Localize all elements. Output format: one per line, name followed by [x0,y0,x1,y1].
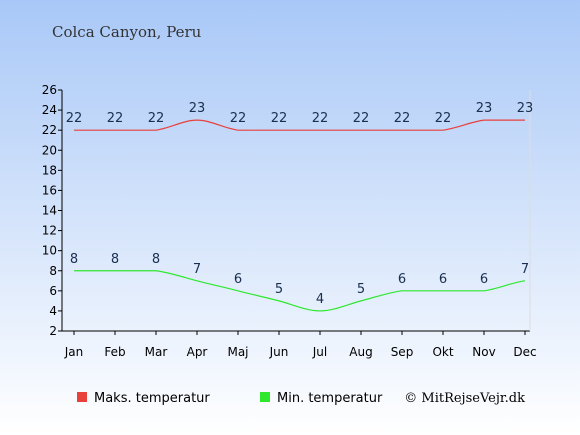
data-label-max: 23 [517,101,534,116]
data-labels: 22 22 22 23 22 22 22 22 22 22 23 23 8 8 8 7 6 5 4 5 6 6 6 7 [66,101,534,307]
data-label-max: 22 [435,111,452,126]
x-tick-label: Jun [269,345,289,359]
data-label-min: 6 [234,272,242,287]
y-tick-label: 12 [42,224,57,238]
y-tick-label: 20 [42,143,57,157]
data-label-max: 22 [312,111,329,126]
chart-title: Colca Canyon, Peru [52,23,202,41]
data-label-max: 22 [148,111,165,126]
y-tick-label: 10 [42,244,57,258]
legend-swatch-min [260,392,270,402]
y-tick-label: 24 [42,103,57,117]
y-tick-label: 8 [49,264,57,278]
x-tick-label: Sep [391,345,414,359]
copyright-text: © MitRejseVejr.dk [404,391,525,406]
data-label-min: 5 [357,282,365,297]
y-tick-label: 18 [42,163,57,177]
legend: Maks. temperatur Min. temperatur [77,391,383,406]
y-tick-label: 2 [49,324,57,338]
x-tick-label: Maj [227,345,248,359]
data-label-min: 7 [193,262,201,277]
data-label-min: 4 [316,292,324,307]
y-tick-label: 6 [49,284,57,298]
data-label-min: 6 [439,272,447,287]
legend-swatch-max [77,392,87,402]
data-label-max: 22 [353,111,370,126]
series-line-min [73,270,526,312]
legend-label-min: Min. temperatur [277,391,383,406]
series-line-max [74,119,525,131]
x-tick-label: Apr [187,345,208,359]
data-label-min: 8 [152,252,160,267]
data-label-max: 23 [476,101,493,116]
data-label-max: 22 [230,111,247,126]
data-label-max: 23 [189,101,206,116]
x-tick-label: Aug [349,345,372,359]
y-tick-label: 22 [42,123,57,137]
x-tick-label: Jul [312,345,327,359]
x-tick-label: Okt [432,345,453,359]
data-label-max: 22 [107,111,124,126]
data-label-min: 8 [111,252,119,267]
data-label-min: 8 [70,252,78,267]
y-tick-label: 14 [42,204,57,218]
x-tick-label: Nov [472,345,495,359]
data-label-min: 5 [275,282,283,297]
data-label-min: 7 [521,262,529,277]
data-label-max: 22 [394,111,411,126]
data-label-min: 6 [480,272,488,287]
x-tick-label: Dec [513,345,536,359]
data-label-max: 22 [66,111,83,126]
x-tick-label: Jan [64,345,84,359]
data-label-max: 22 [271,111,288,126]
y-tick-label: 16 [42,183,57,197]
y-tick-label: 26 [42,83,57,97]
x-tick-label: Feb [104,345,125,359]
x-tick-label: Mar [145,345,168,359]
data-label-min: 6 [398,272,406,287]
legend-label-max: Maks. temperatur [94,391,210,406]
y-tick-label: 4 [49,304,57,318]
series-layer [73,119,526,312]
